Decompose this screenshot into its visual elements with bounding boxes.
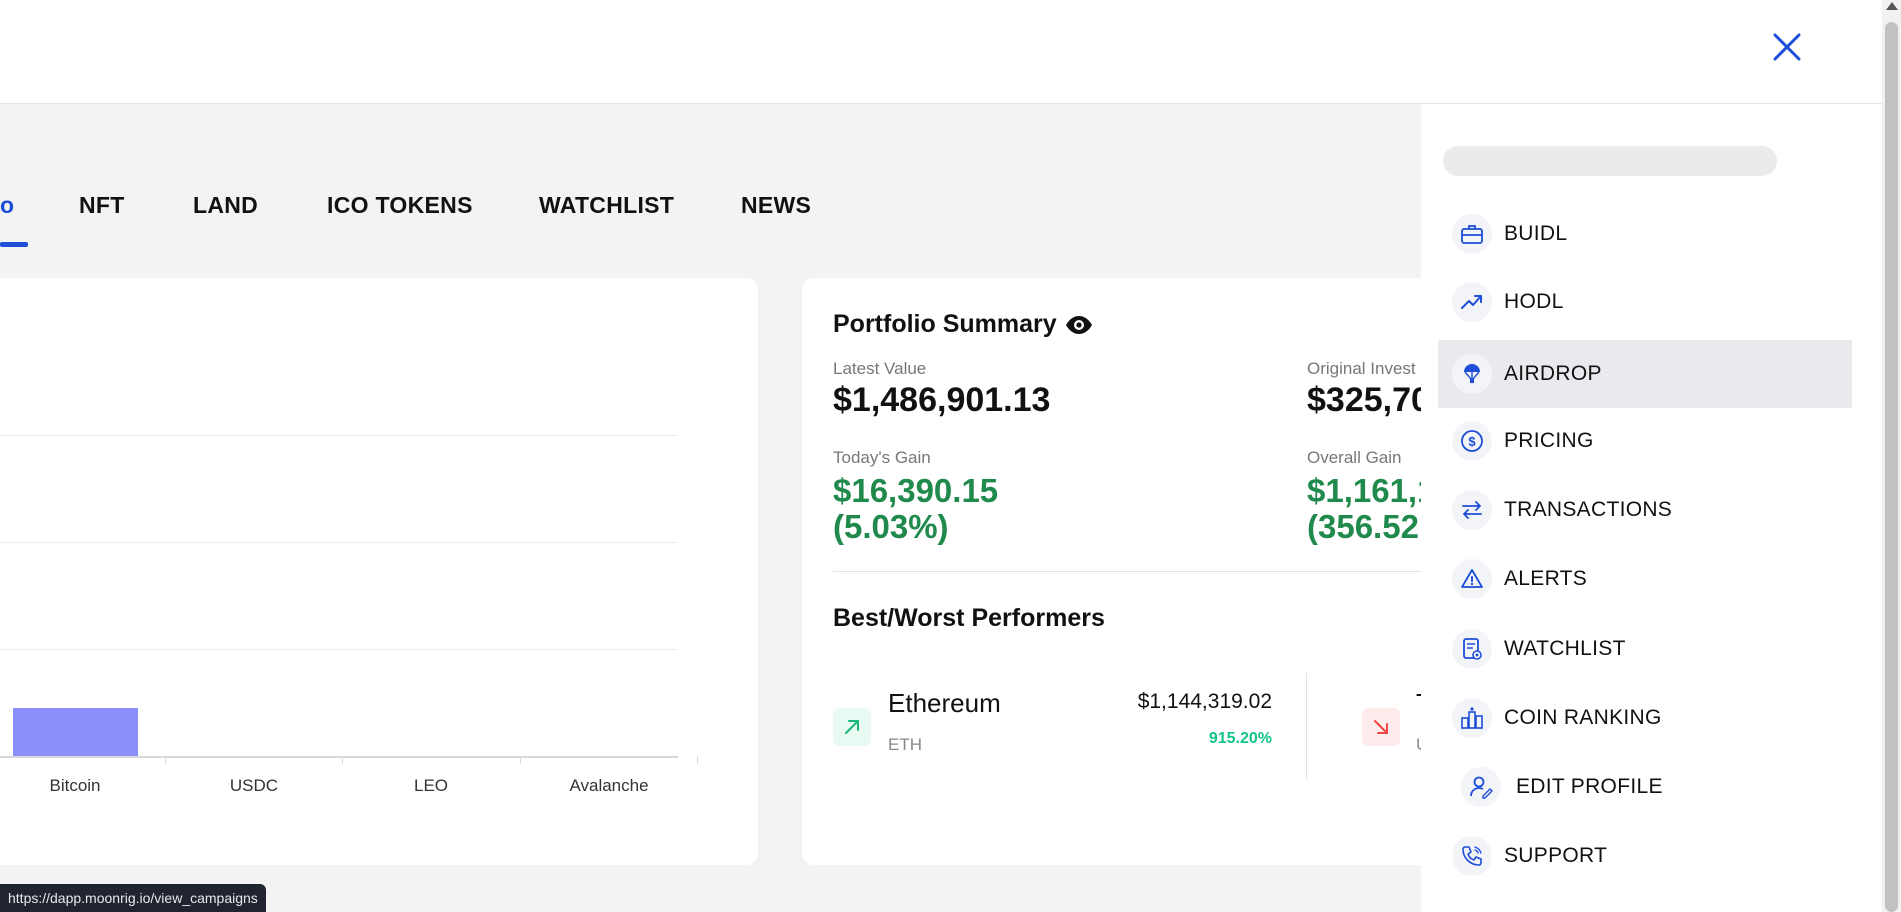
menu-item-watchlist[interactable]: WATCHLIST <box>1438 615 1852 683</box>
menu-item-label: AIRDROP <box>1504 362 1602 385</box>
menu-item-coin-ranking[interactable]: COIN RANKING <box>1438 684 1852 752</box>
portfolio-summary-heading: Portfolio Summary <box>833 310 1093 339</box>
chart-tick <box>342 756 343 764</box>
ranking-icon <box>1452 698 1492 738</box>
menu-item-label: COIN RANKING <box>1504 706 1662 729</box>
tab-news[interactable]: NEWS <box>741 192 812 218</box>
watchlist-eye-icon <box>1452 629 1492 669</box>
scrollbar-thumb[interactable] <box>1885 22 1898 912</box>
trend-up-icon <box>1452 282 1492 322</box>
portfolio-summary-card: Portfolio Summary Latest Value $1,486,90… <box>802 278 1502 865</box>
overall-gain-percent: (356.52 <box>1307 508 1419 545</box>
eye-icon[interactable] <box>1065 315 1093 335</box>
chart-category-label: Bitcoin <box>49 776 101 795</box>
swap-arrows-icon <box>1452 490 1492 530</box>
holdings-chart-card: Bitcoin USDC LEO Avalanche <box>0 278 758 865</box>
scroll-up-arrow-icon[interactable] <box>1886 2 1898 10</box>
svg-text:$: $ <box>1468 434 1476 449</box>
trend-down-right-icon <box>1362 708 1400 746</box>
menu-item-label: BUIDL <box>1504 222 1568 245</box>
chart-tick <box>520 756 521 764</box>
original-investment-value: $325,70 <box>1307 381 1430 419</box>
menu-item-label: EDIT PROFILE <box>1516 775 1663 798</box>
menu-item-support[interactable]: SUPPORT <box>1438 822 1852 890</box>
briefcase-icon <box>1452 214 1492 254</box>
performers-separator <box>1306 673 1307 779</box>
chart-gridline <box>0 542 678 543</box>
close-icon[interactable] <box>1770 30 1804 64</box>
top-header <box>0 0 1901 104</box>
chart-category-label: USDC <box>229 776 279 795</box>
todays-gain-label: Today's Gain <box>833 448 931 467</box>
menu-item-label: HODL <box>1504 290 1564 313</box>
menu-item-label: TRANSACTIONS <box>1504 498 1673 521</box>
latest-value: $1,486,901.13 <box>833 381 1051 419</box>
active-tab-underline <box>0 242 28 247</box>
latest-value-label: Latest Value <box>833 359 927 378</box>
todays-gain-value: $16,390.15 <box>833 472 999 509</box>
original-investment-label: Original Invest <box>1307 359 1416 378</box>
menu-item-buidl[interactable]: BUIDL <box>1438 200 1852 268</box>
menu-item-label: ALERTS <box>1504 567 1588 590</box>
menu-item-label: SUPPORT <box>1504 844 1608 867</box>
summary-divider <box>833 571 1473 572</box>
chart-bar-bitcoin[interactable] <box>13 708 138 756</box>
user-edit-icon <box>1461 767 1501 807</box>
best-performer-value: $1,144,319.02 <box>1137 690 1272 713</box>
chart-category-label: Avalanche <box>569 776 649 795</box>
best-performer-name[interactable]: Ethereum <box>888 688 1001 718</box>
portfolio-summary-title: Portfolio Summary <box>833 310 1057 338</box>
tab-watchlist[interactable]: WATCHLIST <box>539 192 675 218</box>
link-status-bar: https://dapp.moonrig.io/view_campaigns <box>0 884 266 912</box>
menu-item-edit-profile[interactable]: EDIT PROFILE <box>1438 753 1852 821</box>
best-performer-change: 915.20% <box>1208 730 1272 747</box>
menu-item-hodl[interactable]: HODL <box>1438 268 1852 336</box>
chart-gridline <box>0 435 678 436</box>
trend-up-right-icon <box>833 708 871 746</box>
tab-nft[interactable]: NFT <box>79 192 125 218</box>
todays-gain-percent: (5.03%) <box>833 508 949 545</box>
best-performer-symbol: ETH <box>888 735 922 754</box>
chart-tick <box>165 756 166 764</box>
page-scrollbar[interactable] <box>1882 0 1901 912</box>
menu-item-alerts[interactable]: ALERTS <box>1438 545 1852 613</box>
chart-tick <box>697 756 698 764</box>
menu-item-transactions[interactable]: TRANSACTIONS <box>1438 476 1852 544</box>
tab-ico-tokens[interactable]: ICO TOKENS <box>327 192 473 218</box>
tab-portfolio[interactable]: o <box>0 192 15 218</box>
chart-x-axis <box>0 756 678 758</box>
menu-item-airdrop[interactable]: AIRDROP <box>1438 340 1852 408</box>
blurred-user-name <box>1443 146 1777 176</box>
side-menu-panel <box>1421 104 1901 912</box>
menu-item-pricing[interactable]: $ PRICING <box>1438 407 1852 475</box>
parachute-icon <box>1452 354 1492 394</box>
menu-item-label: WATCHLIST <box>1504 637 1626 660</box>
dollar-circle-icon: $ <box>1452 421 1492 461</box>
chart-category-label: LEO <box>413 776 449 795</box>
best-worst-title: Best/Worst Performers <box>833 604 1105 632</box>
warning-triangle-icon <box>1452 559 1492 599</box>
menu-item-label: PRICING <box>1504 429 1594 452</box>
tab-land[interactable]: LAND <box>193 192 259 218</box>
chart-gridline <box>0 649 678 650</box>
phone-icon <box>1452 836 1492 876</box>
overall-gain-label: Overall Gain <box>1307 448 1402 467</box>
